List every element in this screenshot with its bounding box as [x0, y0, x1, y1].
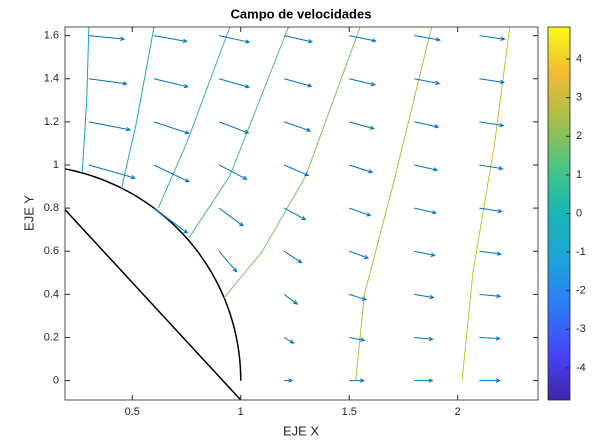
axes-box: [64, 26, 539, 401]
y-tick-label: 1.4: [44, 73, 59, 85]
velocity-arrow: [218, 35, 251, 44]
velocity-arrow: [153, 35, 188, 44]
colorbar-tick-label: 1: [576, 169, 582, 181]
colorbar-tick-label: 2: [576, 130, 582, 142]
x-tick-label: 0.5: [125, 406, 140, 418]
velocity-arrow: [479, 293, 502, 299]
plot-area: [65, 27, 538, 400]
cylinder: [65, 168, 242, 400]
colorbar-tick-label: 4: [576, 53, 582, 65]
velocity-arrow: [153, 164, 191, 183]
y-tick-label: 1: [53, 159, 59, 171]
colorbar-tick-label: -1: [576, 246, 586, 258]
velocity-arrow: [414, 207, 437, 215]
velocity-arrow: [414, 293, 435, 300]
velocity-arrow: [284, 378, 294, 383]
velocity-arrow: [153, 78, 189, 89]
velocity-arrow: [349, 293, 367, 301]
contour-line: [157, 27, 231, 209]
velocity-arrow: [283, 250, 303, 264]
velocity-arrow: [283, 207, 307, 221]
velocity-arrow: [414, 164, 439, 172]
velocity-arrow: [349, 336, 366, 342]
contour-line: [355, 27, 433, 381]
velocity-arrow: [479, 121, 505, 128]
velocity-arrow: [479, 378, 501, 383]
contour-line: [461, 27, 511, 381]
contour-line: [188, 27, 289, 239]
y-tick-label: 0.4: [44, 288, 59, 300]
y-tick-label: 0.6: [44, 245, 59, 257]
velocity-arrow: [414, 336, 434, 342]
y-tick-label: 1.2: [44, 116, 59, 128]
x-axis-label: EJE X: [283, 423, 319, 438]
contour-line: [81, 27, 90, 172]
colorbar-tick-label: 3: [576, 92, 582, 104]
y-tick-label: 0.2: [44, 331, 59, 343]
velocity-arrow: [479, 35, 506, 41]
plot-content: [65, 27, 511, 400]
velocity-arrow: [349, 378, 365, 383]
velocity-arrow: [349, 121, 375, 130]
velocity-arrow: [479, 336, 501, 341]
velocity-arrow: [218, 78, 251, 89]
velocity-arrow: [88, 35, 126, 42]
velocity-arrow: [218, 121, 250, 134]
velocity-arrow: [479, 207, 503, 214]
velocity-arrow: [284, 35, 314, 44]
velocity-arrow: [414, 250, 436, 257]
axes: 0.5 1 1.5 2 0 0.2 0.4 0.6 0.8 1 1.2 1.4 1.6 -4 -3 -2 -1 0…: [44, 26, 586, 418]
y-tick-label: 1.6: [44, 30, 59, 42]
velocity-arrow: [88, 78, 128, 86]
velocity-arrow: [414, 378, 434, 383]
colorbar-tick-label: -3: [576, 323, 586, 335]
velocity-arrow: [153, 207, 189, 234]
chart-title: Campo de velocidades: [231, 6, 372, 21]
velocity-arrow: [283, 164, 310, 177]
colorbar-tick-label: 0: [576, 207, 582, 219]
velocity-arrow: [349, 250, 370, 259]
velocity-arrow: [153, 121, 190, 135]
y-tick-label: 0.8: [44, 202, 59, 214]
velocity-arrow: [218, 250, 238, 273]
y-axis-label: EJE Y: [21, 195, 36, 231]
velocity-arrow: [479, 250, 502, 256]
velocity-arrow: [284, 78, 313, 88]
velocity-arrow: [479, 164, 504, 171]
velocity-arrow: [349, 78, 376, 87]
velocity-arrow: [349, 164, 374, 174]
velocity-arrow: [349, 207, 372, 217]
x-tick-label: 2: [455, 406, 461, 418]
x-tick-label: 1: [238, 406, 244, 418]
y-tick-label: 0: [53, 375, 59, 387]
velocity-arrow: [414, 78, 441, 86]
colorbar-tick-label: -4: [576, 362, 586, 374]
velocity-arrow: [479, 78, 506, 85]
velocity-arrow: [414, 35, 441, 42]
velocity-arrow: [283, 293, 299, 305]
velocity-arrow: [349, 35, 377, 43]
velocity-arrow: [88, 164, 136, 180]
contour-line: [120, 27, 155, 189]
velocity-arrow: [218, 207, 244, 227]
x-tick-label: 1.5: [342, 406, 357, 418]
velocity-arrow: [218, 164, 248, 180]
colorbar-tick-label: -2: [576, 285, 586, 297]
velocity-arrow: [414, 121, 440, 129]
velocity-arrow: [283, 337, 295, 344]
velocity-arrow: [283, 121, 312, 132]
velocity-arrow: [88, 121, 132, 132]
contour-line: [223, 27, 361, 299]
